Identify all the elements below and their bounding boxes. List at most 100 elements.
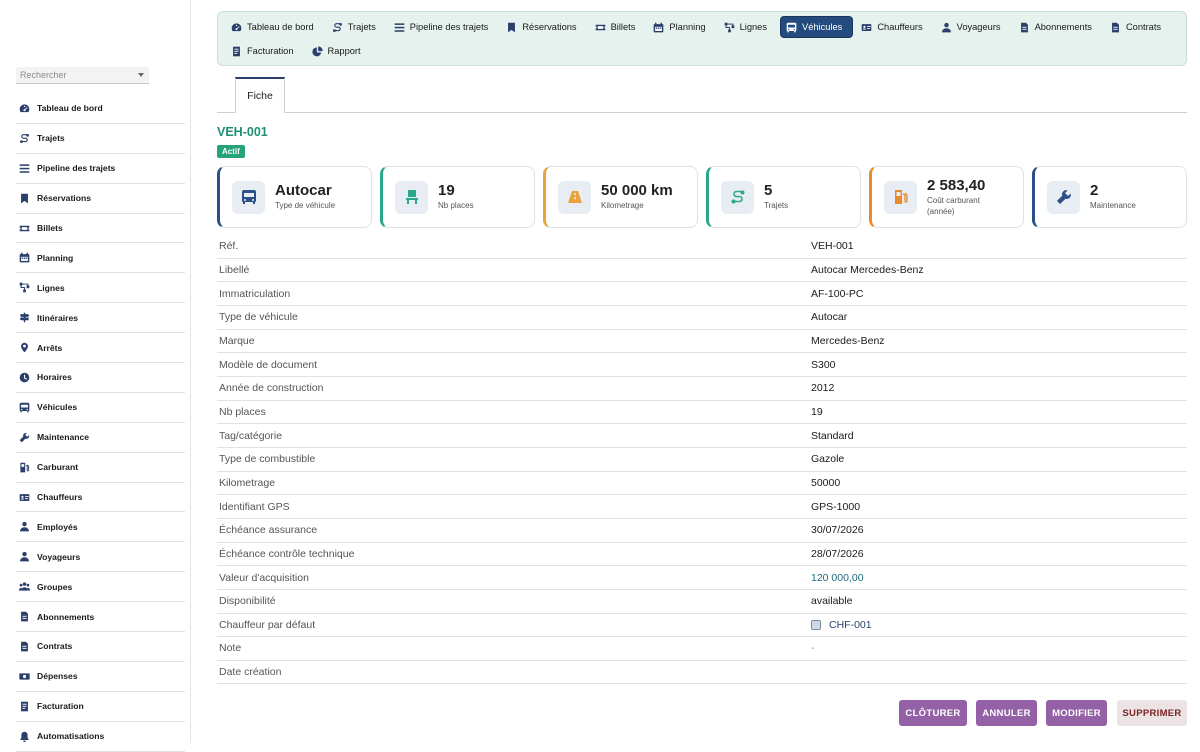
file-icon — [19, 611, 30, 622]
edit-button[interactable]: MODIFIER — [1046, 700, 1107, 726]
field-value: 19 — [811, 405, 823, 418]
dashboard-icon — [19, 103, 30, 114]
bus-icon — [786, 22, 797, 33]
sidebar-item-label: Groupes — [37, 581, 73, 592]
sidebar-item-maintenance[interactable]: Maintenance — [16, 423, 185, 453]
chevron-down-icon — [138, 73, 144, 77]
calendar-icon — [653, 22, 664, 33]
sidebar-item-label: Horaires — [37, 372, 72, 383]
nav-tab-contrats[interactable]: Contrats — [1105, 16, 1171, 38]
nav-tab-lignes[interactable]: Lignes — [719, 16, 777, 38]
nav-tab-label: Facturation — [247, 46, 294, 56]
nav-tab-planning[interactable]: Planning — [648, 16, 715, 38]
nav-tab-trajets[interactable]: Trajets — [327, 16, 386, 38]
sidebar-item-groupes[interactable]: Groupes — [16, 572, 185, 603]
field-label: Date création — [219, 666, 282, 679]
sidebar-item-itineraires[interactable]: Itinéraires — [16, 303, 185, 334]
sidebar-item-chauffeurs[interactable]: Chauffeurs — [16, 483, 185, 513]
sidebar-item-label: Lignes — [37, 282, 65, 293]
stat-card-label: Maintenance — [1090, 201, 1136, 210]
sidebar-item-billets[interactable]: Billets — [16, 214, 185, 244]
sidebar-item-planning[interactable]: Planning — [16, 243, 185, 274]
detail-row-libelle: Libellé Autocar Mercedes-Benz — [217, 259, 1187, 283]
nav-tab-label: Véhicules — [802, 22, 843, 32]
nav-tab-label: Trajets — [347, 22, 376, 32]
sidebar-item-trajets[interactable]: Trajets — [16, 124, 185, 154]
sidebar-item-label: Contrats — [37, 641, 73, 652]
nav-tab-chauffeurs[interactable]: Chauffeurs — [856, 16, 932, 38]
nav-tab-vehicules[interactable]: Véhicules — [780, 16, 854, 38]
sidebar-item-employes[interactable]: Employés — [16, 512, 185, 543]
delete-button[interactable]: SUPPRIMER — [1117, 700, 1187, 726]
nav-tab-billets[interactable]: Billets — [590, 16, 646, 38]
nav-tab-label: Réservations — [522, 22, 577, 32]
detail-row-annee-de-construction: Année de construction 2012 — [217, 377, 1187, 401]
field-label: Type de véhicule — [219, 311, 298, 324]
signpost-icon — [19, 312, 30, 323]
stat-card-text: 50 000 km Kilometrage — [601, 183, 673, 211]
file-icon — [19, 641, 30, 652]
nav-tab-abonnements[interactable]: Abonnements — [1014, 16, 1102, 38]
sidebar-item-label: Chauffeurs — [37, 492, 83, 503]
tab-fiche-label: Fiche — [247, 89, 273, 102]
route-icon — [721, 180, 754, 214]
detail-row-valeur-d-acquisition: Valeur d'acquisition 120 000,00 — [217, 566, 1187, 590]
nav-tab-rapport[interactable]: Rapport — [307, 40, 371, 62]
user-icon — [19, 551, 30, 562]
search-placeholder: Rechercher — [20, 70, 67, 80]
sidebar-item-reservations[interactable]: Réservations — [16, 184, 185, 214]
stat-card: 5 Trajets — [706, 166, 861, 228]
sidebar-item-pipeline-des-trajets[interactable]: Pipeline des trajets — [16, 154, 185, 184]
nav-tab-reservations[interactable]: Réservations — [501, 16, 586, 38]
field-value: VEH-001 — [811, 240, 854, 253]
nav-tab-label: Billets — [610, 22, 636, 32]
sidebar-item-tableau-de-bord[interactable]: Tableau de bord — [16, 94, 185, 124]
field-label: Kilometrage — [219, 476, 276, 489]
sidebar-item-vehicules[interactable]: Véhicules — [16, 393, 185, 423]
sidebar-item-contrats[interactable]: Contrats — [16, 632, 185, 662]
sidebar-item-depenses[interactable]: Dépenses — [16, 662, 185, 692]
sidebar-item-label: Arrêts — [37, 342, 63, 353]
default-driver-link[interactable]: CHF-001 — [811, 619, 872, 631]
sidebar-item-label: Réservations — [37, 193, 91, 204]
field-value: CHF-001 — [829, 618, 872, 631]
bus-icon — [232, 180, 265, 214]
sidebar-item-voyageurs[interactable]: Voyageurs — [16, 542, 185, 573]
field-label: Nb places — [219, 405, 266, 418]
cancel-button[interactable]: ANNULER — [976, 700, 1037, 726]
top-navigation: Tableau de bord Trajets Pipeline des traje… — [217, 11, 1187, 66]
sidebar-item-carburant[interactable]: Carburant — [16, 453, 185, 483]
nav-tab-pipeline-des-trajets[interactable]: Pipeline des trajets — [389, 16, 499, 38]
nav-tab-label: Pipeline des trajets — [409, 22, 489, 32]
sidebar-item-facturation[interactable]: Facturation — [16, 692, 185, 722]
bookmark-icon — [19, 193, 30, 204]
file-icon — [1019, 22, 1030, 33]
field-label: Type de combustible — [219, 453, 316, 466]
nav-tab-voyageurs[interactable]: Voyageurs — [936, 16, 1011, 38]
tab-fiche[interactable]: Fiche — [235, 77, 285, 113]
sidebar-item-label: Tableau de bord — [37, 103, 103, 114]
fuel-icon — [884, 180, 917, 214]
field-label: Libellé — [219, 263, 250, 276]
close-record-button[interactable]: CLÔTURER — [899, 700, 967, 726]
search-select[interactable]: Rechercher — [16, 67, 149, 84]
nav-tab-label: Chauffeurs — [877, 22, 923, 32]
sidebar-item-horaires[interactable]: Horaires — [16, 363, 185, 393]
ticket-icon — [595, 22, 606, 33]
nav-tab-facturation[interactable]: Facturation — [226, 40, 304, 62]
sidebar-item-arrets[interactable]: Arrêts — [16, 333, 185, 364]
sidebar-item-automatisations[interactable]: Automatisations — [16, 722, 185, 752]
sidebar-item-label: Dépenses — [37, 671, 78, 682]
bus-icon — [19, 402, 30, 413]
stat-card-value: 2 — [1090, 182, 1099, 199]
field-label: Disponibilité — [219, 595, 276, 608]
detail-row-disponibilite: Disponibilité available — [217, 590, 1187, 614]
field-value: Standard — [811, 429, 854, 442]
sidebar-item-label: Billets — [37, 223, 63, 233]
sidebar-item-lignes[interactable]: Lignes — [16, 273, 185, 304]
field-label: Tag/catégorie — [219, 429, 283, 442]
nav-tab-tableau-de-bord[interactable]: Tableau de bord — [226, 16, 324, 38]
detail-row-type-de-vehicule: Type de véhicule Autocar — [217, 306, 1187, 330]
sidebar-item-abonnements[interactable]: Abonnements — [16, 602, 185, 633]
route-icon — [19, 133, 30, 144]
